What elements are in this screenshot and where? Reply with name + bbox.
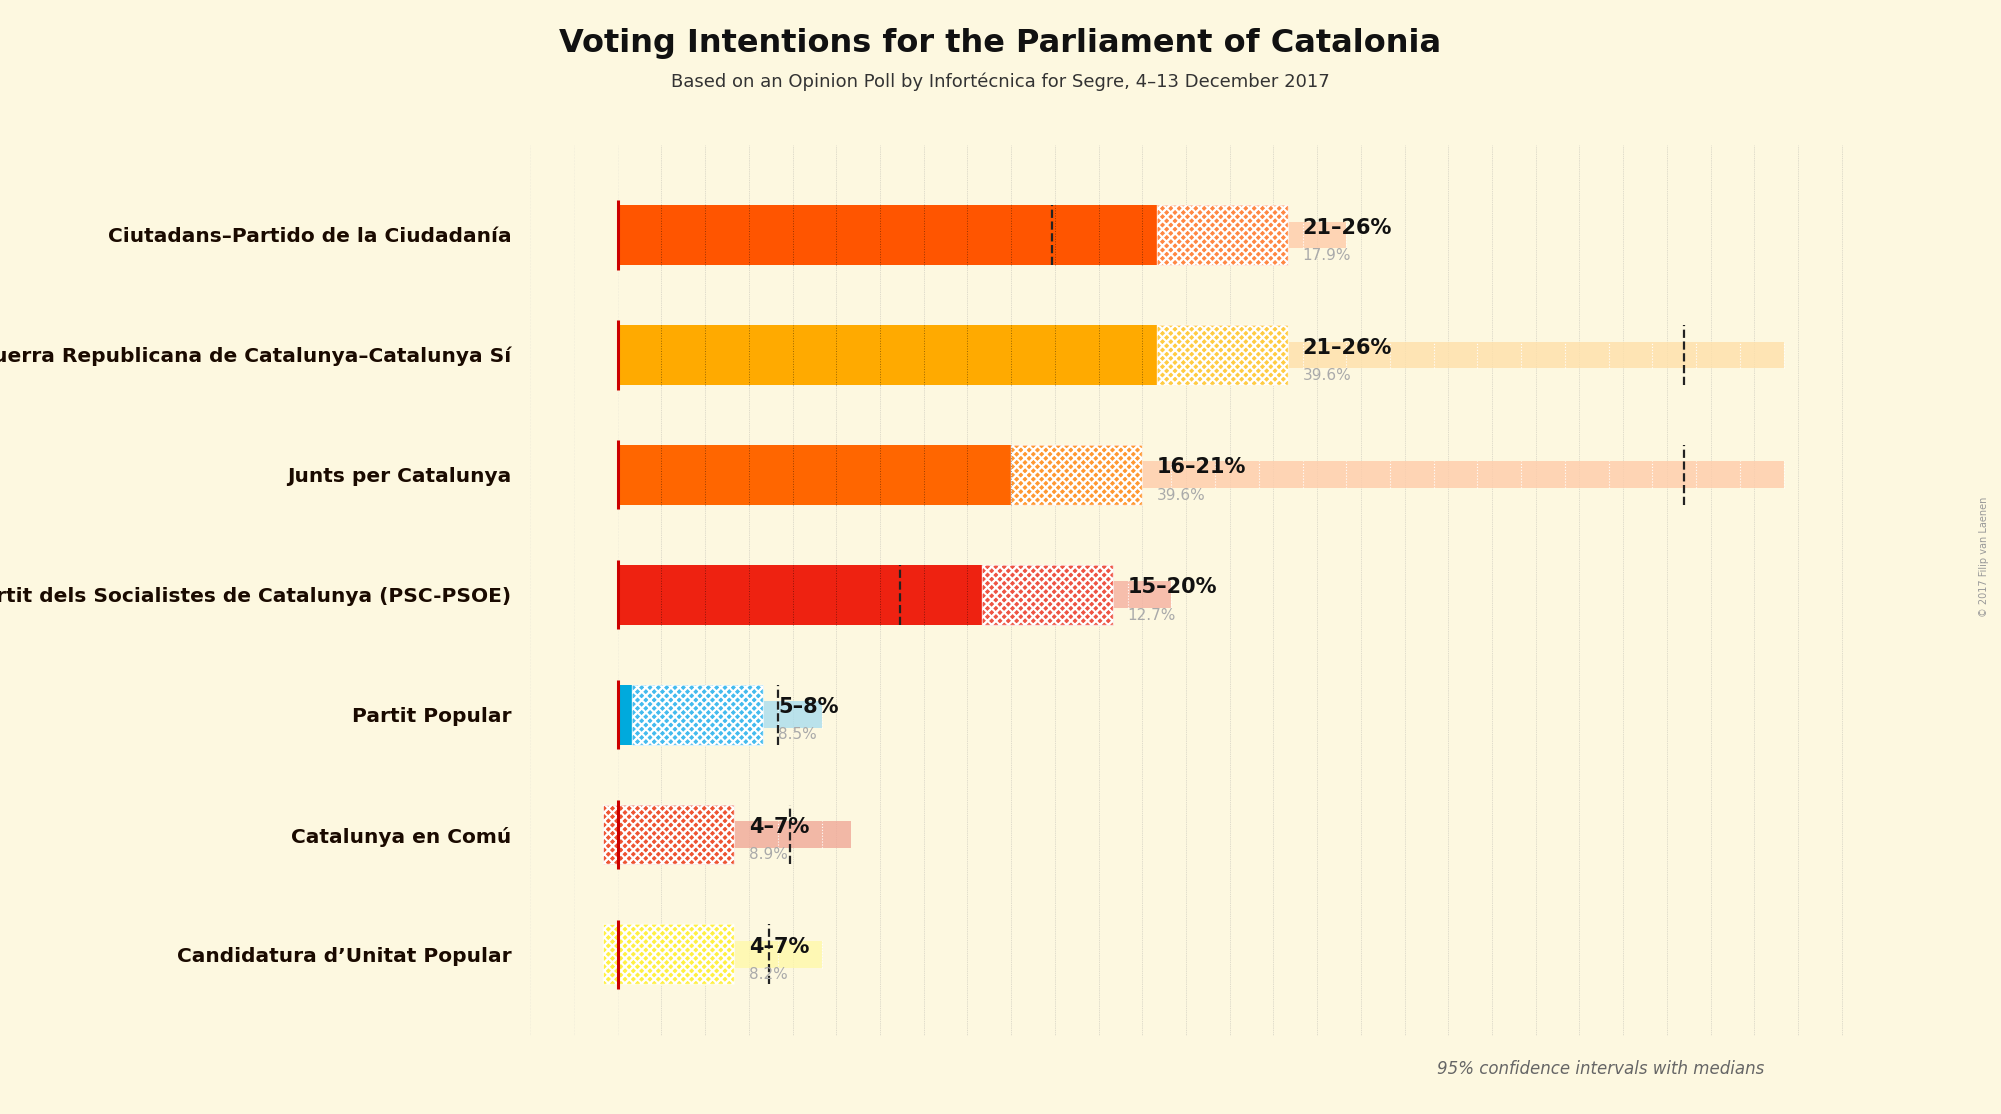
Text: 4–7%: 4–7% — [748, 818, 808, 838]
Bar — [618, 325, 1289, 384]
Bar — [602, 804, 734, 864]
Bar — [618, 565, 1113, 625]
Bar — [1157, 205, 1289, 265]
Text: 39.6%: 39.6% — [1157, 488, 1207, 502]
Text: Voting Intentions for the Parliament of Catalonia: Voting Intentions for the Parliament of … — [560, 28, 1441, 59]
Bar — [618, 205, 1289, 265]
Text: 17.9%: 17.9% — [1303, 247, 1351, 263]
Bar — [602, 925, 734, 985]
Text: 21–26%: 21–26% — [1303, 338, 1393, 358]
Bar — [1157, 325, 1289, 384]
Text: © 2017 Filip van Laenen: © 2017 Filip van Laenen — [1979, 497, 1989, 617]
Bar — [618, 222, 1347, 248]
Bar — [1157, 325, 1289, 384]
Bar — [982, 565, 1113, 625]
Text: Based on an Opinion Poll by Infortécnica for Segre, 4–13 December 2017: Based on an Opinion Poll by Infortécnica… — [670, 72, 1331, 91]
Text: 4–7%: 4–7% — [748, 937, 808, 957]
Bar — [618, 941, 822, 968]
Bar — [618, 804, 734, 864]
Bar — [618, 925, 734, 985]
Text: 8.5%: 8.5% — [778, 727, 816, 742]
Text: 95% confidence intervals with medians: 95% confidence intervals with medians — [1437, 1061, 1765, 1078]
Bar — [632, 685, 764, 744]
Bar — [1011, 444, 1143, 505]
Bar — [618, 461, 1783, 488]
Bar — [618, 821, 850, 848]
Bar — [618, 342, 1783, 368]
Text: 39.6%: 39.6% — [1303, 368, 1351, 382]
Text: 12.7%: 12.7% — [1129, 607, 1177, 623]
Bar — [618, 582, 1171, 608]
Bar — [618, 444, 1143, 505]
Text: 16–21%: 16–21% — [1157, 458, 1247, 478]
Text: 8.2%: 8.2% — [748, 967, 788, 983]
Text: 15–20%: 15–20% — [1129, 577, 1217, 597]
Bar — [618, 702, 822, 727]
Text: 21–26%: 21–26% — [1303, 217, 1393, 237]
Bar — [982, 565, 1113, 625]
Bar — [1011, 444, 1143, 505]
Bar — [602, 804, 734, 864]
Text: 8.9%: 8.9% — [748, 848, 788, 862]
Text: 5–8%: 5–8% — [778, 697, 838, 717]
Bar — [1157, 205, 1289, 265]
Bar — [602, 925, 734, 985]
Bar — [632, 685, 764, 744]
Bar — [618, 685, 764, 744]
